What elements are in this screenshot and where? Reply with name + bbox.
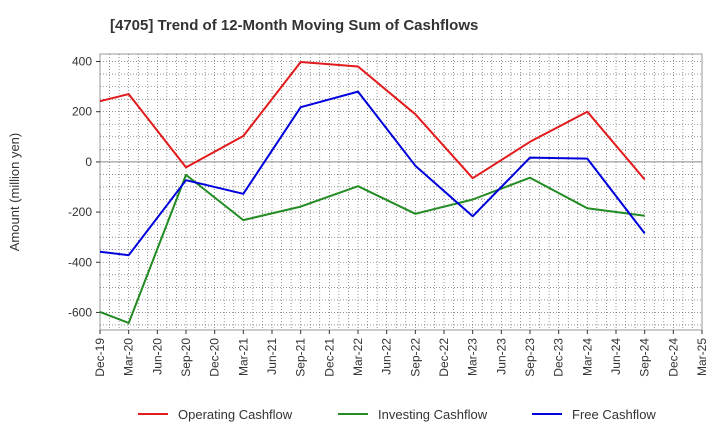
x-tick-label: Sep-22	[408, 338, 422, 377]
x-tick-label: Jun-20	[150, 338, 164, 375]
x-tick-label: Jun-22	[380, 338, 394, 375]
y-tick-label: 200	[72, 105, 92, 119]
series-line-free-cashflow	[99, 90, 646, 257]
x-tick-label: Mar-25	[695, 338, 709, 376]
x-tick-label: Sep-23	[523, 338, 537, 377]
legend: Operating Cashflow Investing Cashflow Free…	[138, 407, 656, 422]
legend-label: Free Cashflow	[572, 407, 656, 422]
x-tick-label: Jun-23	[494, 338, 508, 375]
series-line-operating-cashflow	[99, 61, 646, 181]
y-tick-label: 0	[85, 155, 92, 169]
y-tick-label: -200	[68, 205, 92, 219]
x-tick-label: Sep-21	[294, 338, 308, 377]
plot-area: 400 200 0 -200 -400 -600 Dec-19 Mar-20 Jun-20 Sep…	[68, 53, 709, 377]
x-tick-label: Sep-24	[638, 338, 652, 377]
y-axis-label: Amount (million yen)	[7, 133, 22, 252]
x-tick-label: Dec-20	[208, 338, 222, 377]
y-tick-label: -600	[68, 305, 92, 319]
x-tick-label: Dec-24	[666, 338, 680, 377]
chart-title: [4705] Trend of 12-Month Moving Sum of C…	[110, 17, 478, 34]
x-tick-label: Sep-20	[179, 338, 193, 377]
x-tick-label: Jun-21	[265, 338, 279, 375]
legend-label: Investing Cashflow	[378, 407, 488, 422]
legend-label: Operating Cashflow	[178, 407, 293, 422]
x-tick-label: Mar-22	[351, 338, 365, 376]
x-tick-label: Dec-21	[322, 338, 336, 377]
y-tick-label: 400	[72, 55, 92, 69]
x-tick-label: Dec-19	[93, 338, 107, 377]
x-tick-label: Mar-23	[466, 338, 480, 376]
plot-frame	[99, 53, 703, 331]
y-tick-label: -400	[68, 255, 92, 269]
x-tick-label: Mar-20	[122, 338, 136, 376]
x-tick-label: Jun-24	[609, 338, 623, 375]
x-tick-label: Mar-21	[236, 338, 250, 376]
series-line-investing-cashflow	[99, 173, 645, 324]
x-tick-label: Dec-22	[437, 338, 451, 377]
x-tick-label: Mar-24	[580, 338, 594, 376]
x-tick-label: Dec-23	[552, 338, 566, 377]
